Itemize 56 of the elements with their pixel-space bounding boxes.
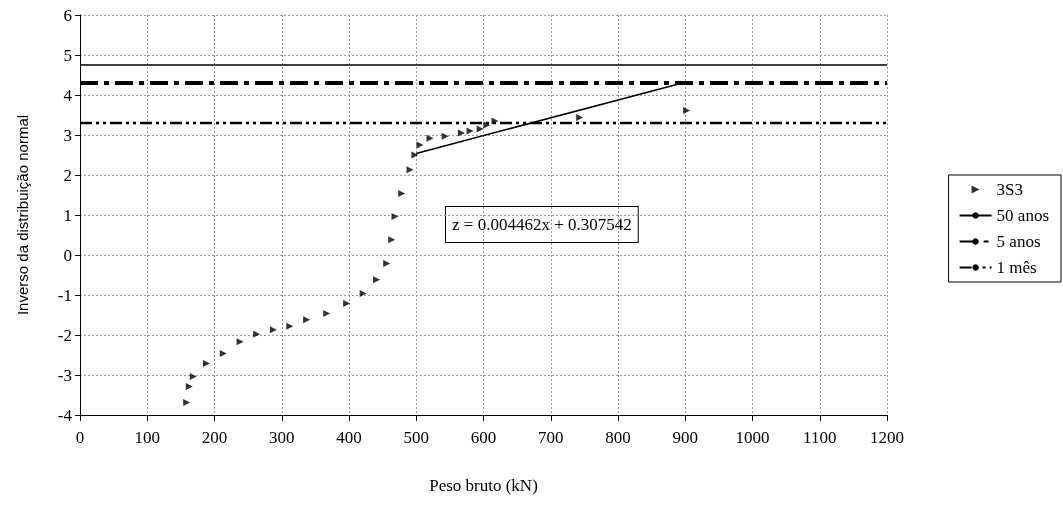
- point: [286, 322, 294, 330]
- point: [303, 316, 311, 324]
- point: [189, 373, 197, 381]
- y-tick-label: -1: [57, 285, 72, 305]
- y-tick-label: 1: [63, 205, 72, 225]
- legend-label: 3S3: [996, 180, 1024, 199]
- point: [373, 276, 381, 284]
- point: [466, 127, 474, 135]
- point: [391, 213, 399, 221]
- point: [388, 236, 396, 244]
- y-tick-label: 6: [63, 5, 72, 25]
- x-axis-title: Peso bruto (kN): [429, 476, 538, 495]
- x-tick-label: 1100: [803, 428, 837, 447]
- point: [576, 113, 584, 121]
- point: [219, 349, 227, 357]
- point: [202, 359, 210, 367]
- x-tick-label: 1000: [735, 428, 770, 447]
- x-tick-label: 500: [403, 428, 429, 447]
- x-tick-label: 1200: [870, 428, 904, 447]
- point: [411, 151, 419, 159]
- y-tick-label: -4: [57, 405, 73, 425]
- point: [483, 121, 491, 129]
- point: [476, 125, 484, 133]
- x-tick-label: 700: [538, 428, 564, 447]
- y-tick-label: 0: [63, 245, 72, 265]
- x-tick-label: 600: [470, 428, 497, 447]
- point: [457, 129, 465, 137]
- annotation: z = 0.004462x + 0.307542: [452, 215, 632, 234]
- point: [185, 383, 193, 391]
- point: [683, 107, 691, 115]
- x-tick-label: 0: [75, 428, 85, 447]
- y-tick-label: -2: [57, 325, 72, 345]
- x-tick-label: 100: [134, 428, 160, 447]
- x-tick-label: 300: [269, 428, 295, 447]
- y-tick-label: 2: [63, 165, 72, 185]
- point: [253, 330, 261, 338]
- legend-label: 5 anos: [996, 232, 1041, 251]
- y-tick-label: 3: [63, 125, 72, 145]
- legend-label: 1 mês: [996, 258, 1037, 277]
- y-tick-label: -3: [57, 365, 72, 385]
- point: [426, 134, 434, 142]
- point: [406, 166, 414, 174]
- x-tick-label: 200: [201, 428, 228, 447]
- point: [416, 141, 424, 149]
- y-tick-label: 4: [63, 85, 73, 105]
- x-tick-label: 800: [605, 428, 631, 447]
- point: [383, 259, 391, 267]
- x-tick-label: 900: [672, 428, 698, 447]
- point: [183, 399, 191, 407]
- y-axis-title: Inverso da distribuição normal: [14, 114, 31, 316]
- y-tick-label: 5: [63, 45, 72, 65]
- x-tick-label: 400: [336, 428, 362, 447]
- point: [343, 299, 351, 307]
- legend-label: 50 anos: [996, 206, 1050, 225]
- point: [323, 309, 331, 317]
- point: [398, 189, 406, 197]
